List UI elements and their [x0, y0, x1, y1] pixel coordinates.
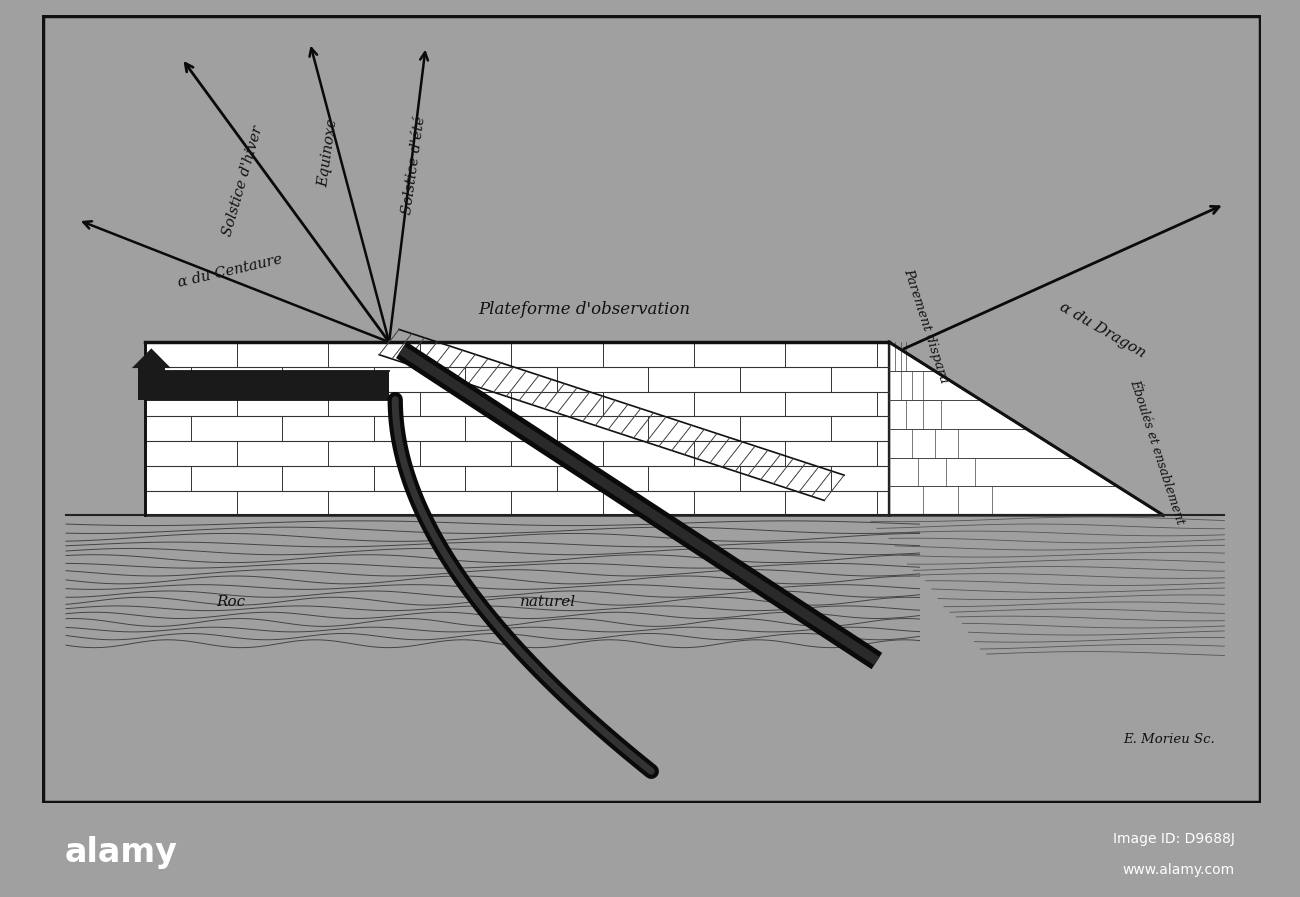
- Text: Solstice d'été: Solstice d'été: [399, 115, 428, 215]
- Polygon shape: [146, 371, 389, 399]
- Text: Parement disparu: Parement disparu: [901, 267, 950, 386]
- Text: Éboulés et ensablement: Éboulés et ensablement: [1127, 379, 1187, 527]
- Text: Plateforme d'observation: Plateforme d'observation: [478, 301, 690, 318]
- Text: Equinoxe: Equinoxe: [316, 118, 339, 188]
- Text: Solstice d'hiver: Solstice d'hiver: [220, 124, 265, 238]
- Polygon shape: [131, 348, 170, 368]
- Text: E. Morieu Sc.: E. Morieu Sc.: [1123, 734, 1216, 746]
- Text: alamy: alamy: [65, 836, 178, 868]
- Text: www.alamy.com: www.alamy.com: [1123, 863, 1235, 877]
- Text: α du Dragon: α du Dragon: [1057, 300, 1148, 361]
- Text: α du Centaure: α du Centaure: [177, 252, 285, 290]
- Text: Image ID: D9688J: Image ID: D9688J: [1113, 832, 1235, 846]
- Text: naturel: naturel: [520, 595, 576, 609]
- Polygon shape: [146, 342, 889, 516]
- Polygon shape: [889, 342, 1164, 516]
- Bar: [138, 368, 165, 399]
- Text: Roc: Roc: [216, 595, 246, 609]
